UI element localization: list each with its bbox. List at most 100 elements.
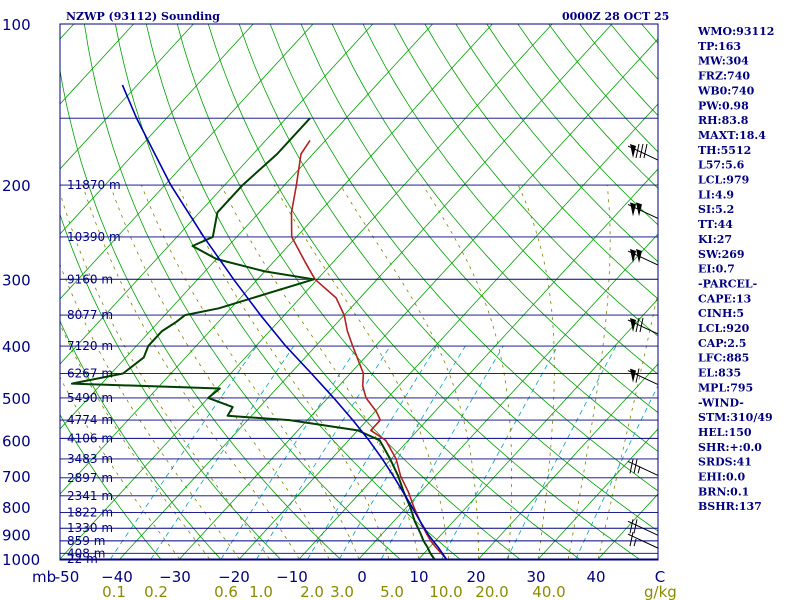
height-label: 2341 m xyxy=(67,489,113,503)
index-entry: EL:835 xyxy=(698,367,741,380)
wind-barb-half-feather xyxy=(637,466,641,474)
wind-barb-pennant xyxy=(630,368,636,383)
mixing-ratio-line xyxy=(339,345,466,560)
mixing-ratio-line xyxy=(380,345,504,560)
wind-barb-feather xyxy=(635,368,640,383)
height-label: 9160 m xyxy=(67,272,113,286)
height-label: 4106 m xyxy=(67,431,113,445)
index-entry: FRZ:740 xyxy=(698,70,750,83)
wind-barb-staff xyxy=(627,520,659,536)
wind-barb xyxy=(627,249,659,266)
temperature-tick-label: 0 xyxy=(357,568,367,586)
temperature-unit-label: C xyxy=(655,568,665,586)
mixing-ratio-line xyxy=(575,384,658,560)
pressure-unit-label: mb xyxy=(32,568,56,586)
isotherm-line xyxy=(239,103,658,560)
moist-adiabat xyxy=(273,184,450,560)
index-entry: CAPE:13 xyxy=(698,292,751,305)
moist-adiabat xyxy=(567,185,611,560)
wind-barb xyxy=(627,532,659,549)
isotherm-line xyxy=(538,428,658,560)
parcel-line xyxy=(121,84,447,560)
moist-adiabat xyxy=(60,191,270,560)
pressure-tick-label: 1000 xyxy=(2,551,40,569)
chart-title: NZWP (93112) Sounding xyxy=(66,10,220,23)
index-entry: SW:269 xyxy=(698,248,745,261)
index-entry: SHR:+:0.0 xyxy=(698,441,762,454)
isotherm-line xyxy=(60,24,194,170)
mixing-ratio-label: 0.6 xyxy=(214,583,238,600)
dry-adiabat xyxy=(486,24,658,226)
mixing-ratio-line xyxy=(110,345,257,560)
wind-barb-feather xyxy=(639,143,644,159)
height-label: 8077 m xyxy=(67,308,113,322)
plot-frame xyxy=(59,23,659,561)
isotherm-line xyxy=(478,363,658,560)
temperature-tick-label: 10 xyxy=(409,568,428,586)
dry-adiabat xyxy=(145,24,520,560)
moist-adiabat xyxy=(141,184,360,560)
height-label: 1822 m xyxy=(67,506,113,520)
wind-barb-feather xyxy=(629,459,634,474)
height-label: 2897 m xyxy=(67,471,113,485)
moist-adiabat xyxy=(177,184,390,560)
index-entry: LCL:979 xyxy=(698,174,749,187)
moist-adiabat xyxy=(220,184,420,560)
height-label: 7120 m xyxy=(67,339,113,353)
wind-barb-feather xyxy=(635,317,640,333)
isotherm-line xyxy=(60,24,493,495)
moist-adiabat xyxy=(597,290,658,560)
height-label: 10390 m xyxy=(67,230,121,244)
temperature-tick-label: 30 xyxy=(526,568,545,586)
dry-adiabat xyxy=(548,24,658,153)
index-entry: LI:4.9 xyxy=(698,188,734,201)
index-entry: WMO:93112 xyxy=(697,25,774,38)
pressure-tick-label: 900 xyxy=(2,527,31,545)
wind-barb xyxy=(627,317,659,335)
mixing-ratio-label: 1.0 xyxy=(249,583,273,600)
isotherm-line xyxy=(179,38,658,560)
wind-barb-feather xyxy=(629,519,634,534)
mixing-ratio-label: 20.0 xyxy=(475,583,508,600)
index-entry: EHI:0.0 xyxy=(698,471,745,484)
dry-adiabat xyxy=(238,24,658,532)
height-label: 859 m xyxy=(67,534,105,548)
wind-barb-staff xyxy=(627,533,659,549)
dry-adiabat xyxy=(60,213,281,560)
mixing-ratio-label: 3.0 xyxy=(330,583,354,600)
wind-barb-staff xyxy=(627,460,659,476)
index-entry: WB0:740 xyxy=(697,84,755,97)
wind-barb-feather xyxy=(633,519,638,534)
index-entry: SI:5.2 xyxy=(698,203,734,216)
temperature-tick-label: 40 xyxy=(586,568,605,586)
index-entry: CINH:5 xyxy=(698,307,744,320)
mixing-ratio-label: 0.1 xyxy=(102,583,126,600)
index-entry: BRN:0.1 xyxy=(698,485,749,498)
mixing-ratio-line xyxy=(506,345,617,560)
height-label: 1330 m xyxy=(67,521,113,535)
index-entry: L57:5.6 xyxy=(698,159,745,172)
pressure-tick-label: 100 xyxy=(2,16,31,34)
wind-barb xyxy=(627,459,659,476)
temperature-tick-label: 20 xyxy=(466,568,485,586)
index-entry: -PARCEL- xyxy=(698,277,757,290)
index-entry: STM:310/49 xyxy=(698,411,773,424)
index-entry: LCL:920 xyxy=(698,322,750,335)
isotherm-line xyxy=(60,24,433,430)
index-entry: EI:0.7 xyxy=(698,263,735,276)
mixing-ratio-label: 2.0 xyxy=(300,583,324,600)
index-entry: TP:163 xyxy=(698,40,741,53)
pressure-tick-label: 600 xyxy=(2,432,31,450)
temperature-tick-label: −40 xyxy=(101,568,133,586)
isotherm-line xyxy=(60,24,314,300)
moist-adiabat xyxy=(60,323,210,560)
wind-barb-pennant xyxy=(630,144,636,159)
pressure-tick-label: 300 xyxy=(2,271,31,289)
pressure-tick-label: 200 xyxy=(2,177,31,195)
height-label: 4774 m xyxy=(67,413,113,427)
temperature-tick-label: −30 xyxy=(159,568,191,586)
moist-adiabat xyxy=(60,263,240,560)
mixing-ratio-unit-label: g/kg xyxy=(644,583,677,600)
